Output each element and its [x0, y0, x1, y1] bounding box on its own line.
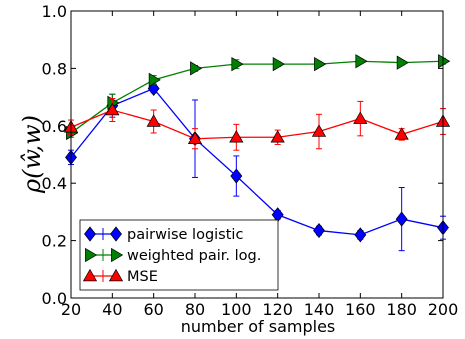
- legend: pairwise logistic weighted pair. log. MSE: [79, 219, 279, 291]
- y-tick-label: 0.6: [42, 117, 67, 136]
- data-point: [396, 55, 409, 70]
- data-point: [311, 124, 327, 137]
- plot-border: [70, 10, 444, 299]
- data-point: [395, 211, 408, 227]
- legend-marker: [110, 226, 122, 242]
- data-point: [105, 102, 120, 116]
- y-tick-label: 0.8: [42, 59, 67, 78]
- legend-marker: [108, 268, 124, 282]
- y-tick-label: 0.2: [42, 232, 67, 251]
- axes: 20 40 60 80 100 120 140 160 180 200 0.0 0.2 0.4 0.6 0.…: [42, 2, 459, 319]
- x-tick-label: 120: [262, 300, 293, 319]
- data-point: [148, 72, 161, 87]
- data-point: [355, 54, 368, 69]
- y-tick-label: 0.4: [42, 174, 67, 193]
- data-point: [270, 130, 285, 143]
- data-point: [190, 61, 203, 76]
- data-point: [187, 131, 203, 144]
- legend-marker: [84, 226, 96, 242]
- y-axis-label: ρ(ŵ,w): [18, 115, 46, 194]
- data-point: [313, 222, 325, 239]
- x-tick-label: 80: [185, 300, 205, 319]
- series-layer: [63, 54, 451, 252]
- data-point: [146, 114, 161, 127]
- series-line: [70, 87, 444, 236]
- series-1: [66, 54, 451, 141]
- x-tick-label: 20: [61, 300, 81, 319]
- x-tick-label: 200: [428, 300, 459, 319]
- series-line: [70, 109, 444, 140]
- legend-marker: [111, 247, 124, 263]
- legend-label: MSE: [127, 269, 158, 285]
- data-point: [229, 130, 244, 143]
- x-tick-label: 60: [143, 300, 163, 319]
- x-tick-label: 160: [345, 300, 376, 319]
- y-tick-label: 0.0: [42, 289, 67, 308]
- legend-label: weighted pair. log.: [127, 248, 261, 264]
- x-tick-label: 40: [102, 300, 122, 319]
- data-point: [353, 111, 368, 124]
- legend-label: pairwise logistic: [127, 227, 243, 243]
- data-point: [230, 168, 243, 184]
- x-tick-label: 100: [221, 300, 252, 319]
- legend-marker: [85, 247, 98, 263]
- series-line: [70, 60, 444, 134]
- plot-frame: [70, 10, 444, 299]
- x-tick-label: 180: [386, 300, 417, 319]
- legend-marker: [82, 268, 98, 282]
- data-point: [272, 56, 285, 72]
- data-point: [394, 127, 409, 140]
- y-tick-label: 1.0: [42, 2, 67, 21]
- data-point: [354, 227, 367, 243]
- data-point: [314, 56, 327, 72]
- data-point: [438, 54, 451, 69]
- series-2: [63, 98, 451, 151]
- x-axis-label: number of samples: [181, 317, 336, 336]
- x-tick-label: 140: [304, 300, 335, 319]
- data-point: [231, 56, 244, 72]
